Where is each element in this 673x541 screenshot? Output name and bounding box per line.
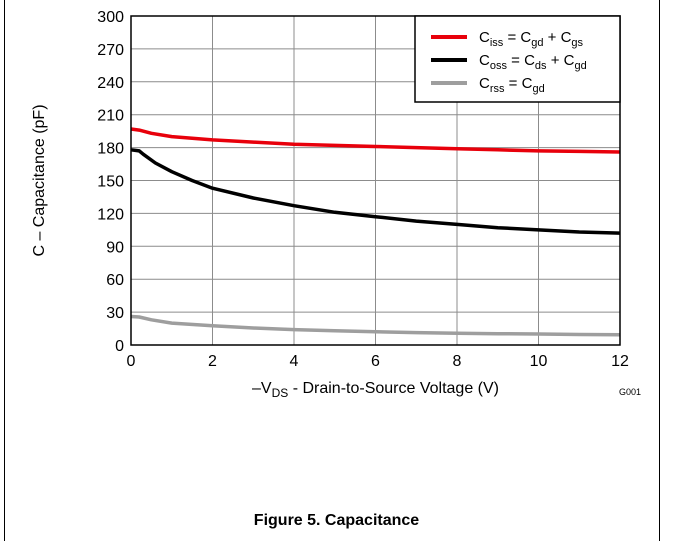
y-tick-label: 90 [106,239,124,256]
legend: Ciss = Cgd + Cgs Coss = Cds + Cgd Crss = C… [414,15,621,103]
y-tick-label: 150 [97,174,124,191]
figure-code: G001 [619,387,641,397]
x-tick-label: 10 [530,353,548,370]
capacitance-chart: 0 30 60 90 120 150 180 210 240 270 300 0 2 4 6 8 10 12 Ci… [31,9,641,400]
y-tick-label: 120 [97,206,124,223]
x-tick-label: 2 [208,353,217,370]
y-tick-label: 270 [97,42,124,59]
series-lines [130,127,621,337]
x-tick-label: 6 [371,353,380,370]
y-tick-label: 210 [97,108,124,125]
y-tick-label: 0 [115,338,124,355]
plot-border [130,15,621,346]
x-tick-label: 8 [453,353,462,370]
x-tick-label: 12 [611,353,629,370]
x-axis-label: –VDS - Drain-to-Source Voltage (V) [252,380,499,400]
x-tick-label: 0 [127,353,136,370]
legend-label-0: Ciss = Cgd + Cgs [479,29,584,49]
x-tick-label: 4 [290,353,299,370]
legend-label-2: Crss = Cgd [479,75,545,95]
frame-right-border [659,0,660,541]
tick-labels: 0 30 60 90 120 150 180 210 240 270 300 0 2 4 6 8 10 12 [97,9,629,370]
y-tick-label: 60 [106,272,124,289]
y-tick-label: 180 [97,141,124,158]
y-axis-label: C – Capacitance (pF) [31,104,48,256]
y-tick-label: 240 [97,75,124,92]
series-line-2 [130,314,621,337]
y-tick-label: 30 [106,305,124,322]
y-tick-label: 300 [97,9,124,26]
series-line-1 [130,148,621,235]
figure-caption: Figure 5. Capacitance [253,512,420,529]
legend-label-1: Coss = Cds + Cgd [479,52,587,72]
series-line-0 [130,127,621,154]
frame-left-border [4,0,5,541]
